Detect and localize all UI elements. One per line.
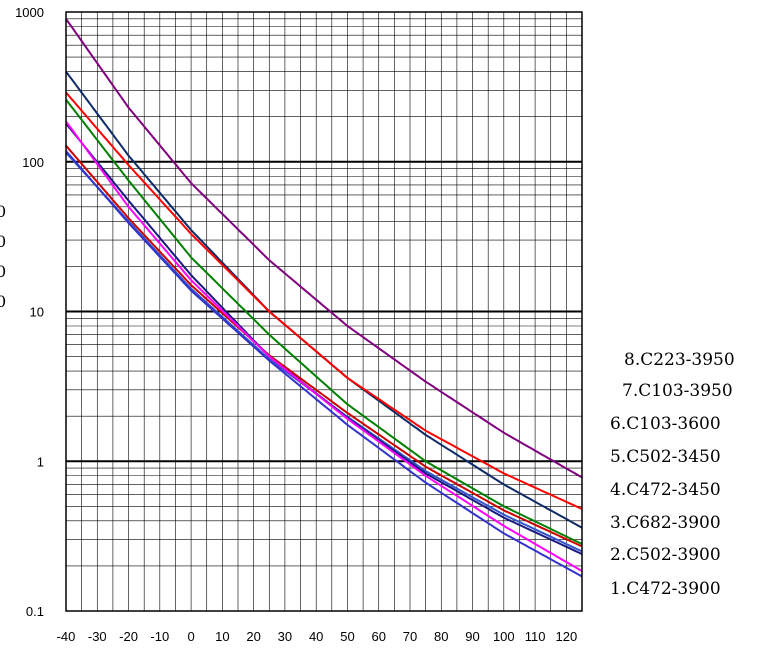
x-tick-label: -30 bbox=[88, 629, 107, 644]
y-tick-label: 1 bbox=[37, 454, 44, 469]
plot-grid bbox=[66, 12, 582, 611]
legend-item: 5.C502-3450 bbox=[610, 447, 721, 467]
series-line-2-c502-3900 bbox=[66, 121, 582, 571]
series-line-4-c472-3450 bbox=[66, 153, 582, 552]
left-edge-glyph: 0 bbox=[0, 262, 6, 281]
x-tick-label: 80 bbox=[434, 629, 448, 644]
x-tick-label: 100 bbox=[493, 629, 515, 644]
x-tick-label: 110 bbox=[525, 629, 546, 644]
legend-item: 6.C103-3600 bbox=[610, 414, 721, 434]
x-tick-label: 90 bbox=[465, 629, 479, 644]
legend-item: 4.C472-3450 bbox=[610, 480, 721, 500]
left-edge-glyph: 0 bbox=[0, 292, 6, 311]
series-line-8-c223-3950 bbox=[66, 19, 582, 478]
x-tick-label: 20 bbox=[246, 629, 260, 644]
y-tick-label: 0.1 bbox=[26, 604, 44, 619]
series-line-6-c103-3600 bbox=[66, 100, 582, 544]
legend-item: 3.C682-3900 bbox=[610, 513, 721, 533]
legend-item: 8.C223-3950 bbox=[624, 350, 735, 370]
series-line-1-c472-3900 bbox=[66, 151, 582, 577]
x-tick-label: 50 bbox=[340, 629, 354, 644]
legend-item: 7.C103-3950 bbox=[622, 381, 733, 401]
y-tick-label: 1000 bbox=[15, 5, 44, 20]
legend-item: 2.C502-3900 bbox=[610, 545, 721, 565]
series-lines bbox=[66, 19, 582, 577]
x-tick-label: -20 bbox=[119, 629, 138, 644]
series-line-7-c103-3950 bbox=[66, 93, 582, 510]
y-tick-label: 100 bbox=[22, 155, 44, 170]
x-tick-label: 40 bbox=[309, 629, 323, 644]
axis-ticks: -40 -30 -20 -10 0 10 20 30 40 50 60 70 80 90 100 110 120… bbox=[15, 5, 577, 644]
series-line-navy bbox=[66, 72, 582, 528]
series-line-5-c502-3450 bbox=[66, 124, 582, 555]
x-tick-label: -40 bbox=[57, 629, 76, 644]
left-edge-glyph: 0 bbox=[0, 232, 6, 251]
x-tick-label: 0 bbox=[187, 629, 194, 644]
x-tick-label: 120 bbox=[556, 629, 578, 644]
x-tick-label: 30 bbox=[278, 629, 292, 644]
x-tick-label: 70 bbox=[403, 629, 417, 644]
series-line-3-c682-3900 bbox=[66, 146, 582, 547]
left-edge-glyphs: 0 0 0 0 bbox=[0, 202, 6, 311]
y-tick-label: 10 bbox=[30, 305, 44, 320]
legend-item: 1.C472-3900 bbox=[610, 579, 721, 599]
x-tick-label: 10 bbox=[215, 629, 229, 644]
left-edge-glyph: 0 bbox=[0, 202, 6, 221]
x-tick-label: -10 bbox=[150, 629, 169, 644]
x-tick-label: 60 bbox=[371, 629, 385, 644]
